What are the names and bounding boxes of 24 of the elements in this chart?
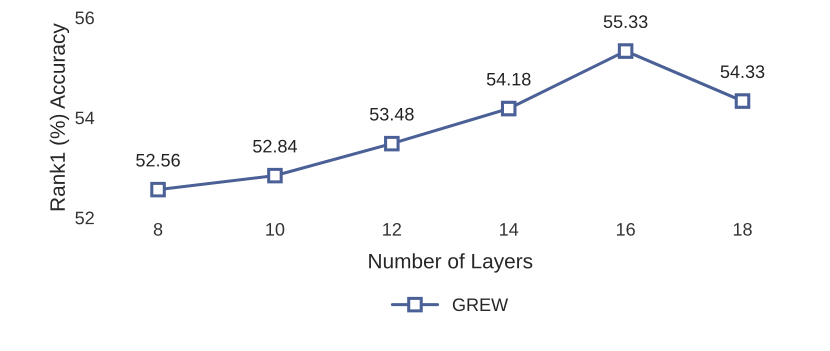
data-label: 52.84 — [253, 140, 298, 153]
x-tick-label: 8 — [154, 222, 162, 236]
data-label: 53.48 — [370, 108, 414, 121]
y-tick-label: 56 — [75, 11, 94, 24]
x-axis-title: Number of Layers — [369, 253, 532, 273]
x-tick-label: 14 — [500, 223, 518, 236]
x-tick-label: 16 — [616, 222, 635, 236]
data-label: 55.33 — [604, 15, 648, 28]
point — [734, 93, 750, 109]
legend-label: GREW — [452, 298, 508, 312]
x-tick-label: 12 — [383, 222, 401, 236]
x-tick-label: 10 — [266, 222, 284, 236]
data-label: 52.56 — [136, 154, 180, 167]
point — [500, 100, 516, 116]
x-tick-label: 18 — [734, 222, 752, 236]
point — [267, 168, 283, 184]
y-axis-title: Rank1 (%) Accuracy — [50, 23, 70, 210]
point — [618, 43, 634, 59]
point — [150, 182, 166, 198]
y-tick-label: 54 — [75, 112, 94, 124]
point — [384, 136, 400, 152]
data-label: 54.33 — [720, 65, 764, 78]
data-label: 54.18 — [486, 72, 531, 86]
y-tick-label: 52 — [75, 212, 94, 224]
